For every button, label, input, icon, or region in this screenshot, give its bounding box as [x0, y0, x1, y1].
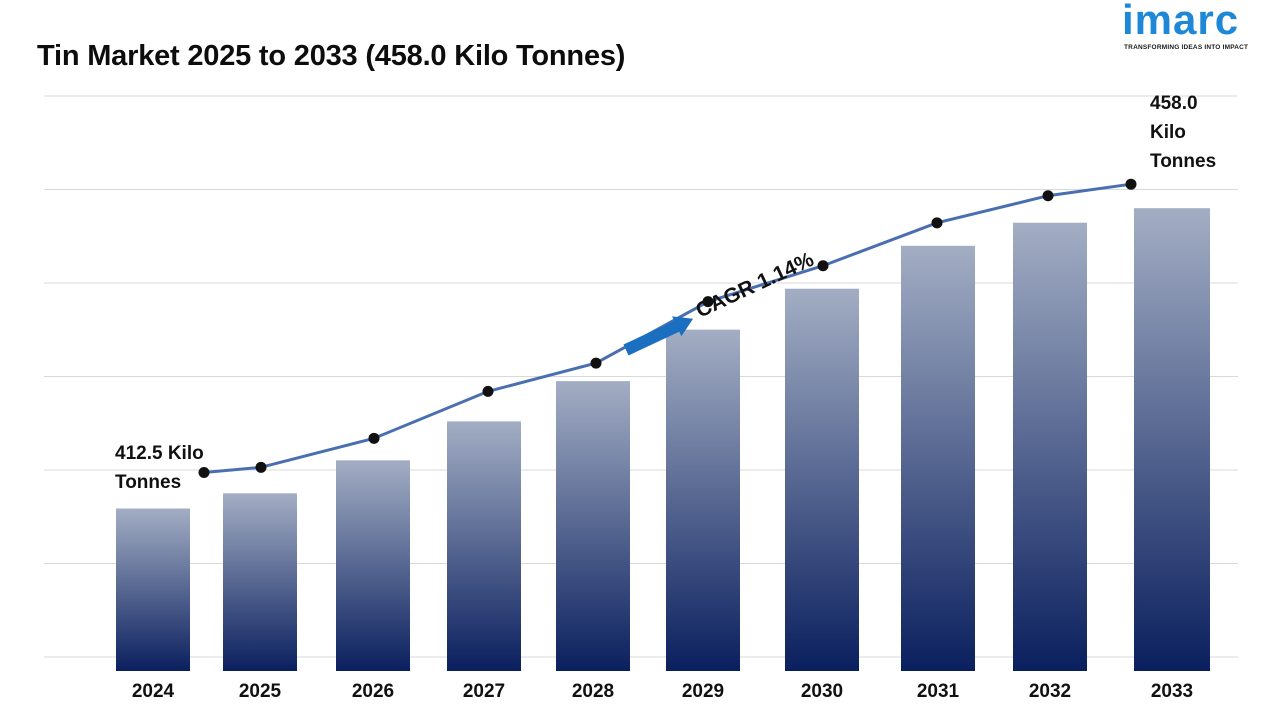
start-value-label-line2: Tonnes — [115, 472, 181, 493]
x-tick-label-2029: 2029 — [682, 681, 724, 702]
x-tick-label-2031: 2031 — [917, 681, 960, 702]
bar-2030 — [785, 288, 859, 671]
trend-marker-2026 — [368, 432, 380, 444]
end-value-label-line1: 458.0 — [1150, 93, 1198, 114]
cagr-arrow-shaft — [623, 320, 682, 356]
x-tick-label-2025: 2025 — [239, 681, 282, 702]
cagr-arrow — [623, 316, 694, 356]
trend-marker-2032 — [1042, 190, 1054, 202]
x-tick-label-2033: 2033 — [1151, 681, 1193, 702]
trend-marker-2029 — [702, 296, 714, 308]
logo-tagline: TRANSFORMING IDEAS INTO IMPACT — [1124, 44, 1249, 51]
bar-2033 — [1134, 208, 1210, 671]
end-value-label-line2: Kilo — [1150, 122, 1186, 143]
x-tick-label-2026: 2026 — [352, 681, 394, 702]
trend-marker-2031 — [931, 217, 943, 229]
bar-2026 — [336, 460, 410, 671]
bar-2029 — [666, 329, 740, 671]
x-tick-label-2027: 2027 — [463, 681, 505, 702]
cagr-arrow-head — [672, 316, 694, 337]
end-value-label-line3: Tonnes — [1150, 151, 1216, 172]
bar-2024 — [116, 508, 190, 671]
bar-2028 — [556, 381, 630, 671]
x-axis-labels: 2024 2025 2026 2027 2028 2029 2030 2031 2032 2033 — [132, 681, 1193, 702]
trend-marker-2027 — [482, 385, 494, 397]
bar-2025 — [223, 493, 297, 671]
logo-wordmark: imarc — [1122, 0, 1240, 43]
bars — [116, 208, 1210, 671]
trend-marker-2033 — [1125, 178, 1137, 190]
x-tick-label-2030: 2030 — [801, 681, 843, 702]
trend-marker-2024 — [198, 467, 210, 478]
start-value-label-line1: 412.5 Kilo — [115, 443, 204, 464]
chart-title: Tin Market 2025 to 2033 (458.0 Kilo Tonn… — [37, 40, 626, 72]
bar-2031 — [901, 245, 975, 671]
trend-marker-2030 — [817, 260, 829, 272]
x-tick-label-2024: 2024 — [132, 681, 175, 702]
trend-marker-2028 — [590, 357, 602, 369]
bar-2032 — [1013, 222, 1087, 671]
x-tick-label-2032: 2032 — [1029, 681, 1071, 702]
bar-2027 — [447, 421, 521, 671]
x-tick-label-2028: 2028 — [572, 681, 614, 702]
imarc-logo: imarc TRANSFORMING IDEAS INTO IMPACT — [1118, 0, 1258, 58]
trend-marker-2025 — [255, 461, 267, 473]
